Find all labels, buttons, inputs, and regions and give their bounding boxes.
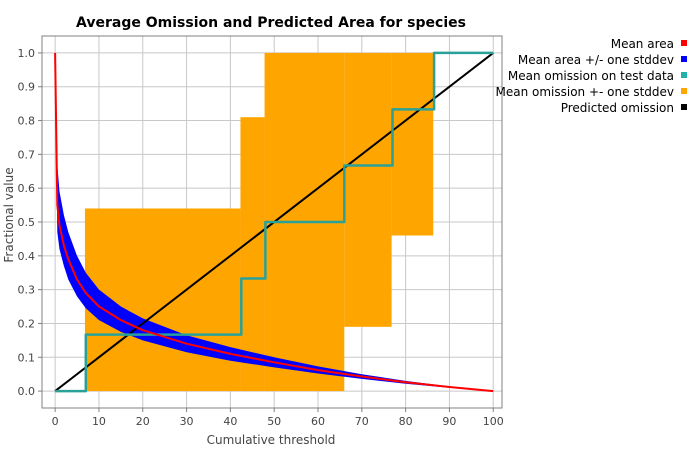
omission-stddev-band: [391, 52, 434, 236]
x-tick-label: 80: [399, 415, 413, 428]
legend-swatch: [681, 88, 687, 94]
y-axis-label: Fractional value: [2, 167, 16, 262]
y-tick-label: 0.6: [18, 182, 36, 195]
y-tick-label: 0.4: [18, 250, 36, 263]
chart-title: Average Omission and Predicted Area for …: [76, 15, 466, 31]
legend-swatch: [681, 104, 687, 110]
y-tick-label: 0.5: [18, 216, 36, 229]
y-tick-label: 0.1: [18, 351, 36, 364]
x-tick-label: 40: [223, 415, 237, 428]
omission-stddev-band: [344, 52, 392, 327]
x-axis-ticks: 0 10 20 30 40 50 60 70 80 90 100: [52, 408, 504, 428]
legend-swatch: [681, 72, 687, 78]
legend-label: Mean area: [611, 37, 674, 51]
y-tick-label: 0.9: [18, 81, 36, 94]
legend-swatch: [681, 40, 687, 46]
mean-omission-line: [55, 51, 494, 393]
x-tick-label: 50: [267, 415, 281, 428]
legend-label: Mean area +/- one stddev: [518, 53, 674, 67]
x-tick-label: 0: [52, 415, 59, 428]
series-lines: [54, 51, 494, 393]
legend: Mean area Mean area +/- one stddev Mean om…: [496, 37, 687, 115]
x-axis-label: Cumulative threshold: [207, 433, 336, 447]
omission-stddev-band: [240, 117, 265, 392]
legend-label: Mean omission on test data: [508, 69, 674, 83]
y-tick-label: 0.7: [18, 148, 36, 161]
legend-label: Predicted omission: [561, 101, 674, 115]
x-tick-label: 70: [355, 415, 369, 428]
x-tick-label: 100: [483, 415, 504, 428]
y-tick-label: 0.8: [18, 115, 36, 128]
x-tick-label: 20: [136, 415, 150, 428]
y-tick-label: 1.0: [18, 47, 36, 60]
y-tick-label: 0.0: [18, 385, 36, 398]
y-tick-label: 0.3: [18, 284, 36, 297]
x-tick-label: 60: [311, 415, 325, 428]
y-axis-ticks: 0.0 0.1 0.2 0.3 0.4 0.5 0.6 0.7 0.8 0.9 1.0: [18, 47, 42, 398]
y-tick-label: 0.2: [18, 317, 36, 330]
x-tick-label: 10: [92, 415, 106, 428]
mean-area-line: [54, 52, 494, 393]
x-tick-label: 90: [442, 415, 456, 428]
legend-label: Mean omission +- one stddev: [496, 85, 675, 99]
legend-swatch: [681, 56, 687, 62]
x-tick-label: 30: [180, 415, 194, 428]
